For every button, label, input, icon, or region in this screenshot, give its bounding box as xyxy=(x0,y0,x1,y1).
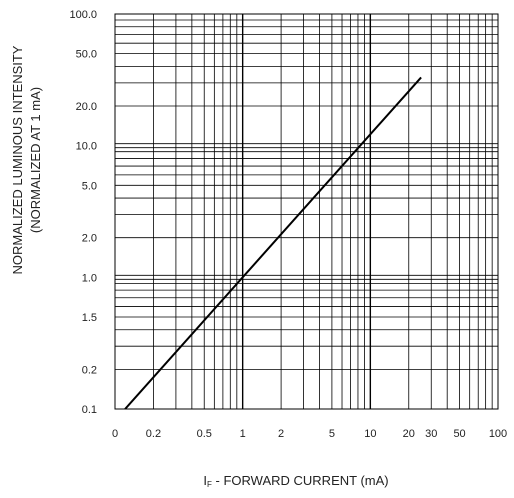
x-tick-labels: 0 0.2 0.5 1 2 5 10 20 30 50 100 xyxy=(112,428,507,440)
y-axis-title-line2: (NORMALIZED AT 1 mA) xyxy=(28,87,43,233)
x-tick-label: 0.2 xyxy=(146,428,161,440)
x-tick-label: 100 xyxy=(489,428,507,440)
y-tick-label: 20.0 xyxy=(76,101,97,113)
x-axis-title-rest: - FORWARD CURRENT (mA) xyxy=(212,473,389,488)
x-tick-label: 1 xyxy=(240,428,246,440)
x-tick-label: 10 xyxy=(364,428,376,440)
y-tick-label: 0.2 xyxy=(82,364,97,376)
y-tick-label: 5.0 xyxy=(82,180,97,192)
y-tick-label: 0.1 xyxy=(82,404,97,416)
x-tick-label: 30 xyxy=(425,428,437,440)
x-tick-label: 20 xyxy=(403,428,415,440)
y-tick-label: 10.0 xyxy=(76,141,97,153)
x-axis-title-subscript: F xyxy=(207,480,212,489)
grid xyxy=(115,14,498,409)
x-tick-label: 0 xyxy=(112,428,118,440)
plot-frame xyxy=(114,13,499,410)
y-axis-title-line1: NORMALIZED LUMINOUS INTENSITY xyxy=(10,45,25,274)
y-tick-label: 1.5 xyxy=(82,312,97,324)
x-axis-title-prefix: I xyxy=(203,473,207,488)
x-tick-label: 5 xyxy=(329,428,335,440)
y-tick-label: 2.0 xyxy=(82,233,97,245)
y-tick-labels: 0.1 0.2 1.5 1.0 2.0 5.0 10.0 20.0 50.0 100.0 xyxy=(69,9,97,416)
x-tick-label: 50 xyxy=(453,428,465,440)
series-line-0 xyxy=(124,76,422,410)
x-axis-title: IF - FORWARD CURRENT (mA) xyxy=(203,473,388,489)
x-tick-label: 2 xyxy=(278,428,284,440)
series-layer xyxy=(124,76,422,410)
x-tick-label: 0.5 xyxy=(197,428,212,440)
y-tick-label: 50.0 xyxy=(76,49,97,61)
y-tick-label: 1.0 xyxy=(82,272,97,284)
y-tick-label: 100.0 xyxy=(69,9,97,21)
